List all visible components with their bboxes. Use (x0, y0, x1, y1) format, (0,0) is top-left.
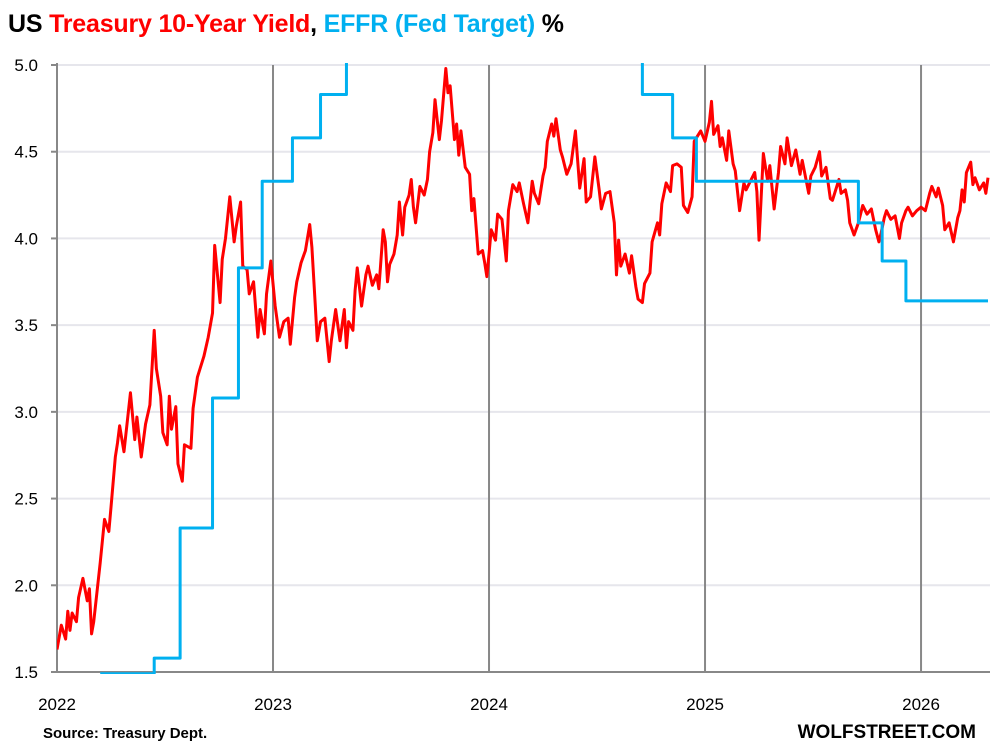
effr-series-line (100, 63, 988, 674)
y-tick-label: 3.0 (14, 403, 38, 422)
y-axis-labels: 1.5 2.0 2.5 3.0 3.5 4.0 4.5 5.0 (14, 56, 38, 682)
x-tick-label: 2022 (38, 695, 76, 714)
y-tick-label: 3.5 (14, 316, 38, 335)
title-unit: % (535, 10, 564, 38)
title-prefix: US (8, 10, 50, 38)
y-tick-label: 4.0 (14, 229, 38, 248)
chart-title: US Treasury 10-Year Yield, EFFR (Fed Tar… (8, 10, 564, 39)
x-tick-label: 2023 (254, 695, 292, 714)
title-treasury-legend: Treasury 10-Year Yield (49, 10, 311, 38)
x-tick-label: 2025 (686, 695, 724, 714)
treasury-series-line (57, 66, 990, 650)
title-separator: , (310, 10, 324, 38)
x-axis-labels: 2022 2023 2024 2025 2026 (38, 695, 940, 714)
y-tick-label: 5.0 (14, 56, 38, 75)
x-tick-label: 2024 (470, 695, 508, 714)
y-tick-label: 2.5 (14, 490, 38, 509)
series-lines (57, 63, 990, 674)
title-effr-legend: EFFR (Fed Target) (323, 10, 536, 38)
y-tick-label: 2.0 (14, 576, 38, 595)
gridlines (51, 63, 990, 673)
y-tick-label: 1.5 (14, 663, 38, 682)
brand-label: WOLFSTREET.COM (797, 722, 976, 743)
y-tick-label: 4.5 (14, 143, 38, 162)
source-note: Source: Treasury Dept. (43, 725, 208, 742)
x-tick-label: 2026 (902, 695, 940, 714)
